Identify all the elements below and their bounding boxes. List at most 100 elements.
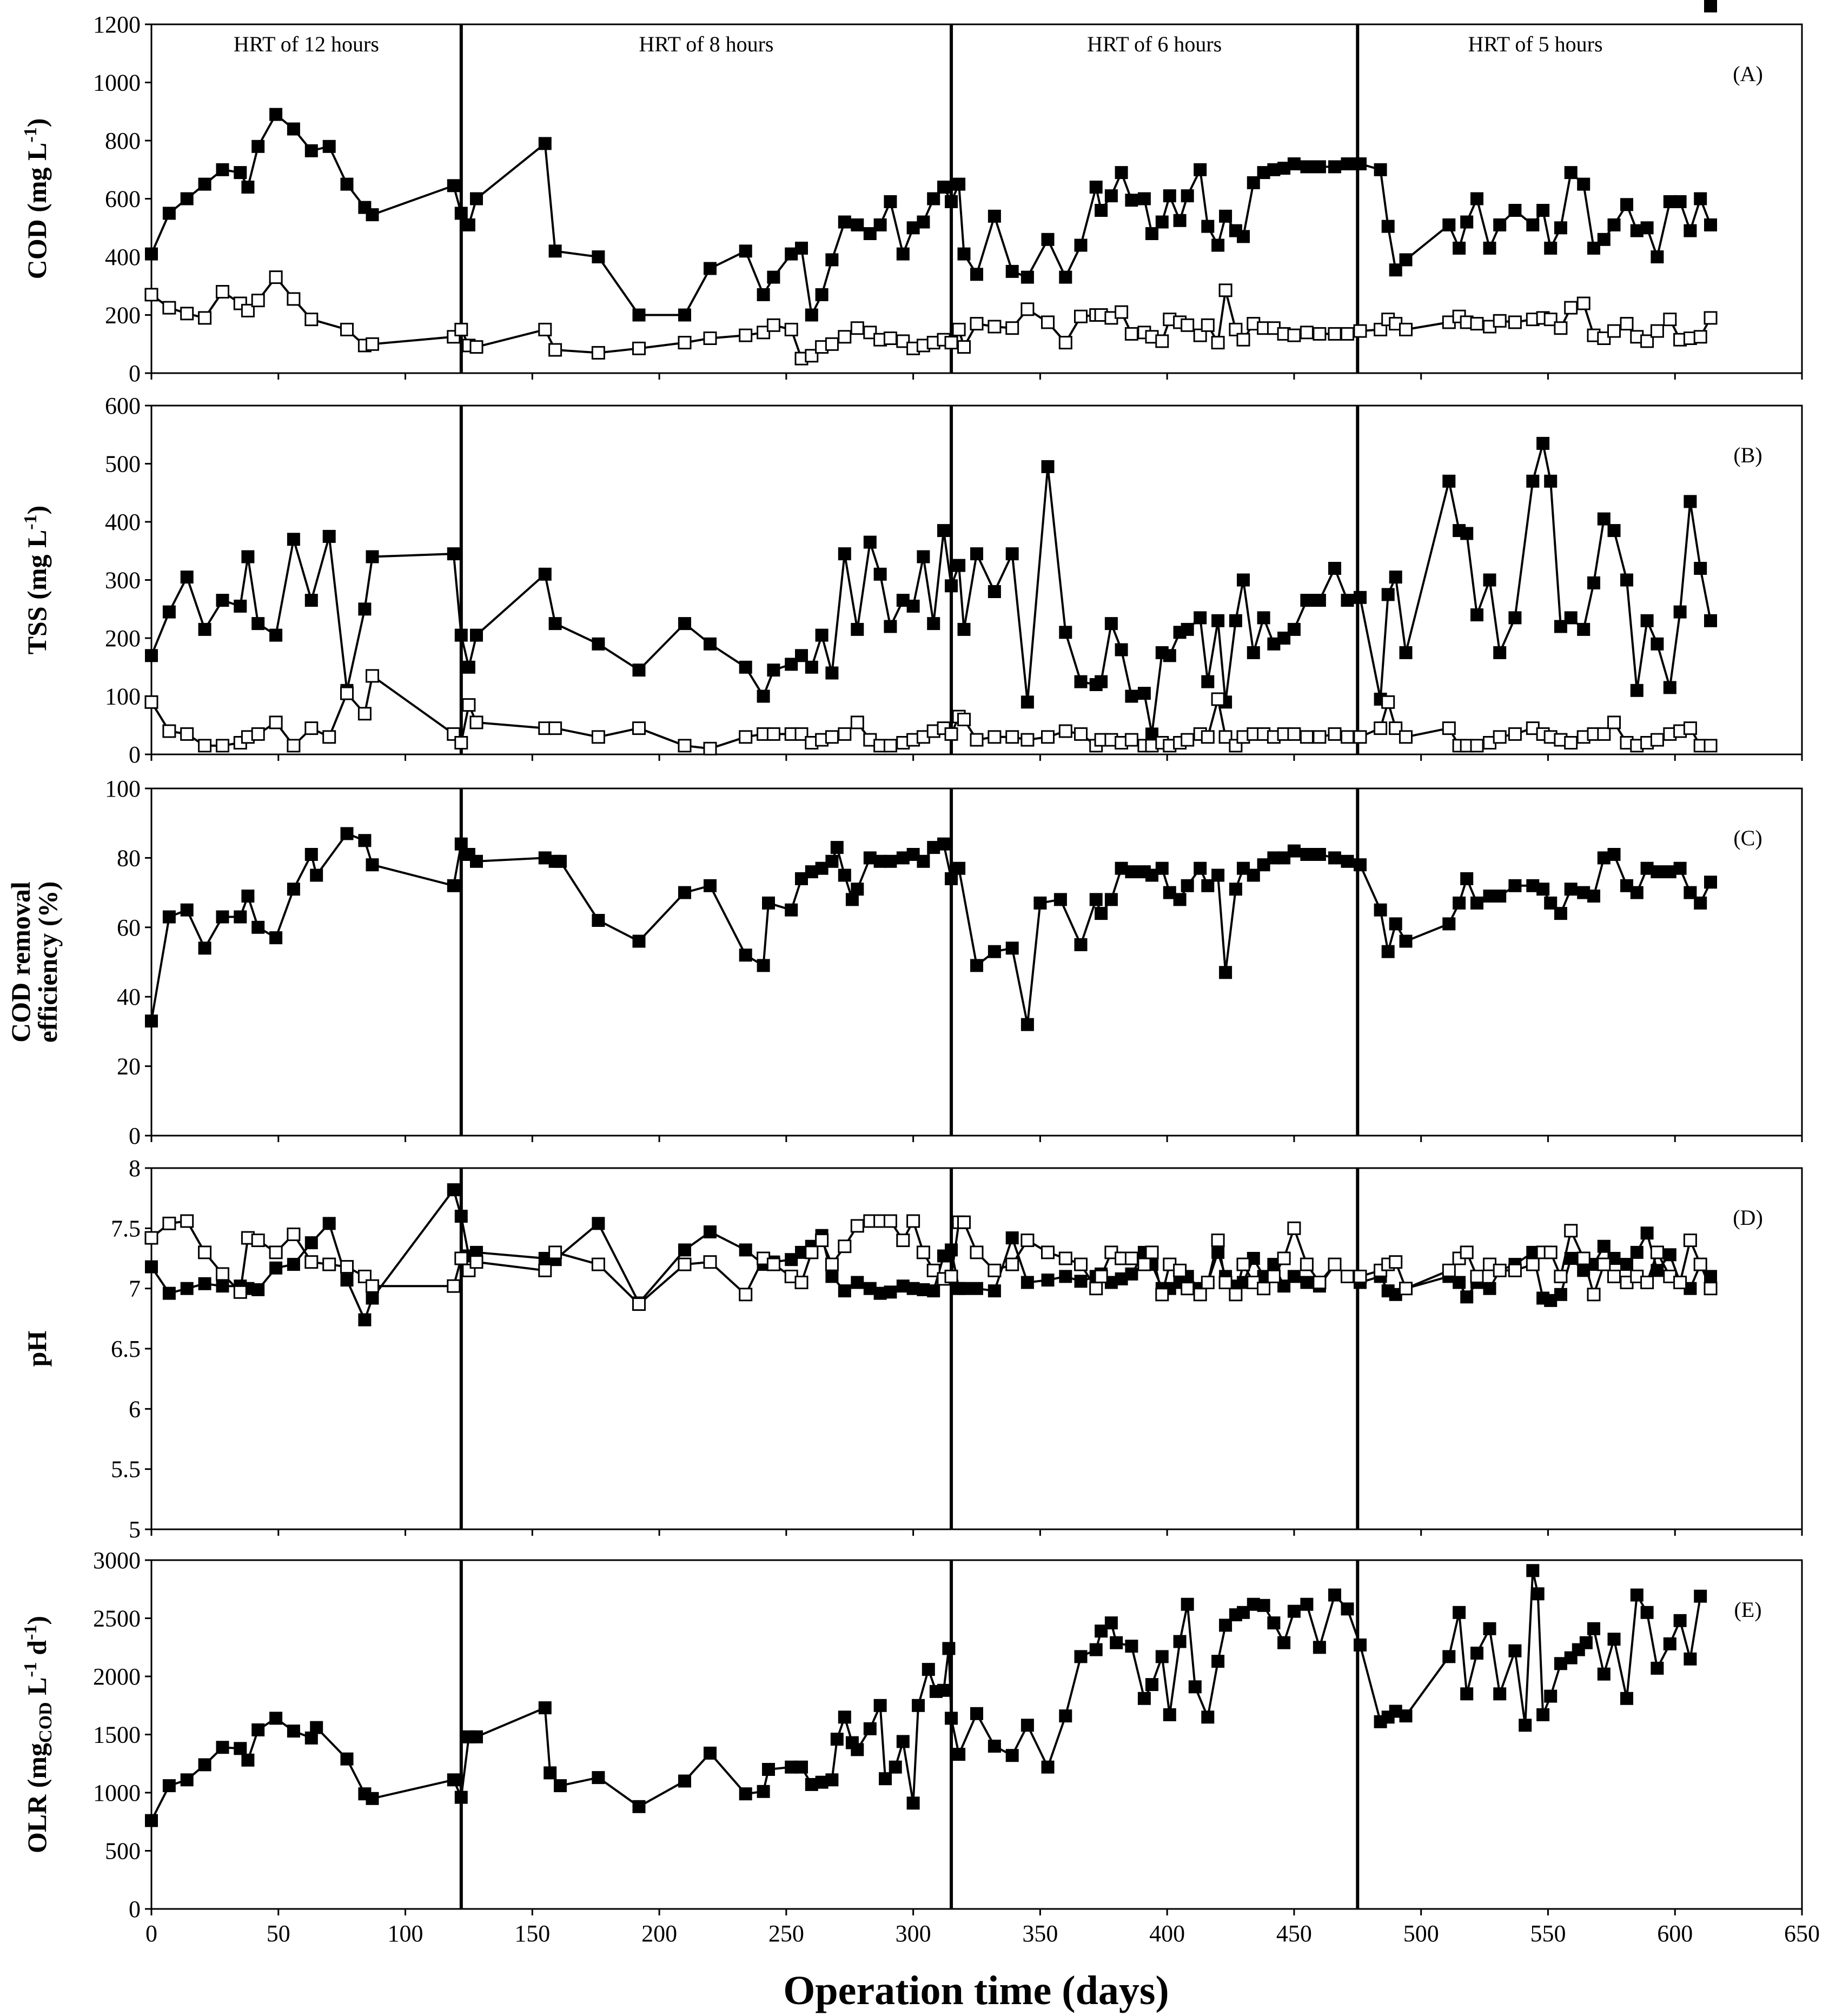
data-point	[1194, 611, 1207, 625]
series-line	[150, 832, 1712, 1025]
data-point	[216, 594, 229, 607]
data-point	[310, 868, 323, 882]
data-point	[1194, 861, 1207, 875]
data-point	[1095, 1624, 1108, 1638]
data-point	[1287, 157, 1301, 170]
data-point	[795, 872, 808, 885]
data-point	[447, 1773, 460, 1787]
data-point	[1313, 594, 1326, 607]
data-point	[988, 585, 1001, 598]
data-point	[1211, 1234, 1225, 1248]
data-point	[287, 883, 300, 896]
data-point	[180, 1214, 194, 1228]
data-point	[234, 1742, 247, 1755]
data-point	[251, 1234, 265, 1248]
data-point	[884, 854, 897, 868]
data-point	[198, 739, 212, 753]
data-point	[1442, 1263, 1456, 1277]
series-filled	[145, 827, 1717, 1031]
data-point	[592, 914, 605, 927]
data-point	[1237, 230, 1250, 243]
data-point	[162, 605, 176, 619]
data-point	[1181, 879, 1194, 892]
data-point	[1508, 611, 1522, 625]
y-tick-label: 6	[129, 1396, 141, 1422]
data-point	[1137, 1257, 1151, 1271]
data-point	[1508, 315, 1522, 329]
data-point	[1287, 328, 1301, 342]
data-point	[632, 1800, 646, 1813]
data-point	[1095, 675, 1108, 688]
data-point	[1460, 1687, 1474, 1701]
y-tick-label: 1000	[93, 70, 141, 96]
series-line	[150, 112, 1712, 319]
data-point	[767, 270, 780, 284]
data-point	[957, 340, 971, 354]
data-point	[1328, 727, 1342, 741]
data-point	[1155, 215, 1169, 229]
data-point	[1163, 1708, 1176, 1721]
data-point	[366, 208, 379, 222]
data-point	[1229, 1288, 1243, 1302]
data-point	[447, 1279, 461, 1293]
data-point	[454, 837, 468, 851]
data-point	[926, 1263, 940, 1277]
data-point	[1470, 896, 1483, 910]
data-point	[1399, 322, 1413, 336]
data-point	[1620, 573, 1633, 587]
data-point	[766, 727, 780, 741]
data-point	[145, 1260, 158, 1274]
data-point	[1620, 879, 1633, 892]
data-point	[1587, 576, 1600, 589]
data-point	[1155, 861, 1169, 875]
data-point	[757, 689, 770, 703]
data-point	[1137, 192, 1151, 205]
y-tick-label: 8	[129, 1155, 141, 1182]
x-tick-label: 600	[1657, 1920, 1693, 1947]
data-point	[470, 1730, 483, 1743]
data-point	[1005, 941, 1019, 955]
data-point	[1104, 1616, 1118, 1630]
data-point	[795, 649, 808, 662]
data-point	[340, 322, 354, 336]
data-point	[850, 1219, 864, 1233]
series-open	[144, 270, 1718, 366]
data-point	[198, 177, 211, 191]
data-point	[1353, 1269, 1367, 1283]
data-point	[1125, 1640, 1138, 1653]
data-point	[1544, 474, 1558, 488]
data-point	[1300, 848, 1314, 861]
data-point	[592, 1217, 605, 1230]
data-point	[180, 1773, 194, 1787]
data-point	[1704, 614, 1717, 627]
y-tick-label: 0	[129, 1896, 141, 1922]
data-point	[632, 721, 646, 735]
data-point	[1684, 886, 1697, 899]
plot-frame	[150, 1167, 1803, 1530]
data-point	[1554, 321, 1568, 335]
data-point	[1694, 192, 1707, 205]
data-point	[1389, 721, 1403, 735]
data-point	[1526, 1257, 1540, 1271]
data-point	[1229, 322, 1243, 336]
data-point	[1597, 1257, 1611, 1271]
data-point	[1041, 233, 1055, 246]
series-line	[150, 443, 1712, 734]
data-point	[1059, 270, 1072, 284]
phase-label: HRT of 12 hours	[234, 32, 379, 56]
data-point	[1328, 1588, 1341, 1602]
data-point	[825, 666, 839, 680]
data-point	[1328, 851, 1341, 865]
data-point	[216, 910, 229, 924]
data-point	[340, 1752, 354, 1766]
data-point	[988, 209, 1001, 223]
data-point	[1607, 1269, 1621, 1283]
data-point	[678, 739, 692, 753]
data-point	[304, 848, 318, 861]
data-point	[884, 1285, 897, 1299]
data-point	[632, 1297, 646, 1311]
data-point	[1508, 1263, 1522, 1277]
data-point	[678, 886, 691, 899]
data-point	[340, 1274, 354, 1287]
data-point	[1354, 591, 1367, 604]
